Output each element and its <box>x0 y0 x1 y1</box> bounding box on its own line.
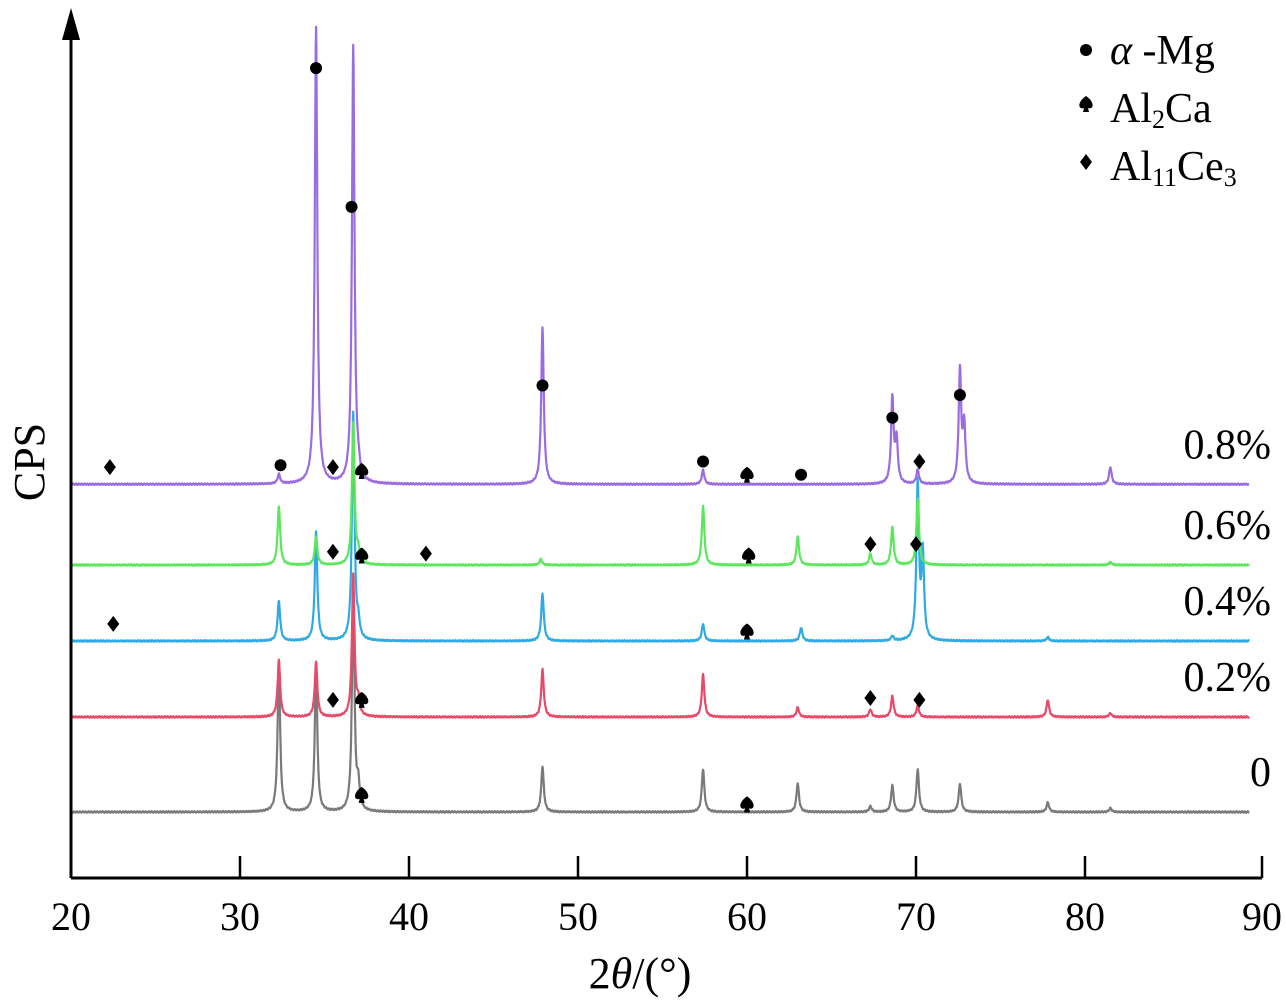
series-label: 0 <box>1250 750 1271 796</box>
al11ce3-marker <box>910 536 922 553</box>
al2ca-marker <box>355 547 369 564</box>
series-label: 0.4% <box>1184 579 1272 625</box>
al2ca-marker <box>355 786 369 803</box>
legend-al2ca-marker <box>1079 96 1093 112</box>
alpha-mg-marker <box>310 62 323 75</box>
x-tick-label: 70 <box>896 894 936 939</box>
series-traces <box>70 25 1250 814</box>
al11ce3-marker <box>913 453 926 470</box>
x-tick-label: 90 <box>1242 894 1282 939</box>
al11ce3-marker <box>326 459 339 476</box>
x-axis-title: 2θ/(°) <box>589 949 692 998</box>
trace-0-2pct <box>70 572 1250 719</box>
legend-al11ce3-marker <box>1080 154 1092 170</box>
legend-alpha-mg-marker <box>1080 44 1092 56</box>
series-label: 0.6% <box>1184 503 1272 549</box>
trace-0 <box>70 590 1250 814</box>
al11ce3-marker <box>326 691 339 708</box>
series-labels: 0 0.2% 0.4% 0.6% 0.8% <box>1184 422 1272 796</box>
x-axis-title-prefix: 2 <box>589 949 611 998</box>
trace-0-4pct <box>70 410 1250 643</box>
trace-0-8pct <box>70 25 1250 487</box>
alpha-mg-marker <box>345 200 358 213</box>
legend-label: Al11Ce3 <box>1110 144 1237 192</box>
phase-markers <box>103 62 966 813</box>
x-ticks: 20 30 40 50 60 70 80 90 <box>51 856 1282 939</box>
al11ce3-marker <box>107 615 120 632</box>
al11ce3-marker <box>419 545 432 562</box>
series-label: 0.8% <box>1184 422 1272 468</box>
alpha-mg-marker <box>953 388 966 401</box>
y-axis-arrow <box>62 8 80 40</box>
x-tick-label: 50 <box>558 894 598 939</box>
al2ca-marker <box>740 466 754 483</box>
x-tick-label: 20 <box>51 894 91 939</box>
al11ce3-marker <box>103 459 116 476</box>
x-tick-label: 60 <box>727 894 767 939</box>
alpha-mg-marker <box>886 411 899 424</box>
al11ce3-marker <box>913 691 926 708</box>
legend-label: α -Mg <box>1110 28 1215 74</box>
legend: α -Mg Al2Ca Al11Ce3 <box>1079 28 1237 192</box>
series-label: 0.2% <box>1184 655 1272 701</box>
x-tick-label: 40 <box>389 894 429 939</box>
trace-0-6pct <box>70 420 1250 567</box>
al11ce3-marker <box>326 543 339 560</box>
al11ce3-marker <box>864 536 877 553</box>
x-tick-label: 80 <box>1065 894 1105 939</box>
x-tick-label: 30 <box>220 894 260 939</box>
al2ca-marker <box>355 691 369 708</box>
x-axis-title-theta: θ <box>611 949 633 998</box>
al2ca-marker <box>740 796 754 813</box>
alpha-mg-marker <box>274 459 287 472</box>
legend-label: Al2Ca <box>1110 86 1212 134</box>
al2ca-marker <box>740 623 754 640</box>
alpha-mg-marker <box>697 455 710 468</box>
al2ca-marker <box>742 547 756 564</box>
alpha-mg-marker <box>795 468 808 481</box>
alpha-mg-marker <box>536 379 549 392</box>
y-axis-title: CPS <box>5 423 54 501</box>
x-axis-title-unit: /(°) <box>632 949 691 998</box>
al11ce3-marker <box>864 690 877 706</box>
al2ca-marker <box>355 462 369 479</box>
